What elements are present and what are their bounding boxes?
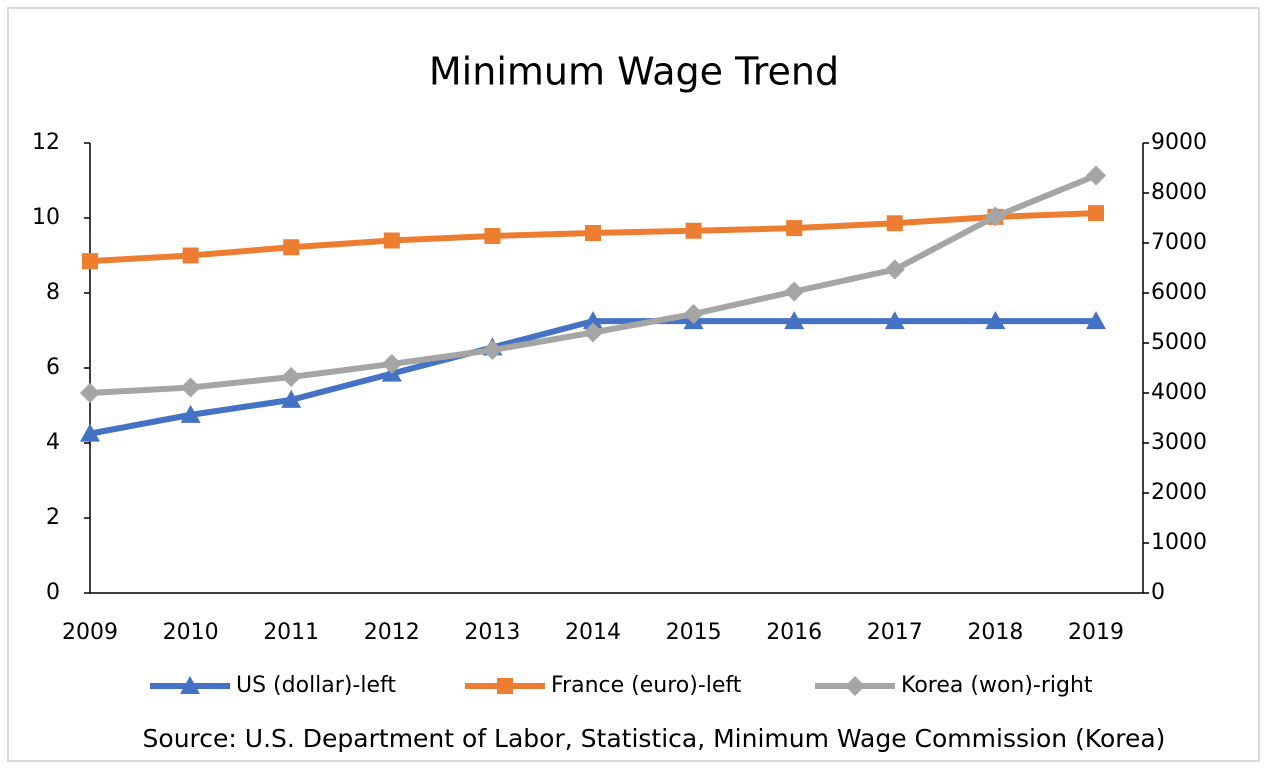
y2-tick-label: 0	[1151, 580, 1165, 605]
x-tick-label: 2015	[666, 620, 722, 645]
data-point	[583, 311, 603, 330]
data-point	[182, 247, 199, 264]
data-point	[383, 232, 400, 249]
x-tick-label: 2017	[867, 620, 923, 645]
data-point	[80, 423, 100, 442]
data-point	[1088, 205, 1104, 222]
data-point	[985, 311, 1006, 330]
x-tick-label: 2012	[364, 620, 420, 645]
x-tick-label: 2014	[565, 620, 621, 645]
data-point	[886, 215, 903, 232]
x-tick-label: 2019	[1068, 620, 1124, 645]
x-tick-label: 2010	[163, 620, 219, 645]
data-point	[1086, 311, 1106, 330]
y-tick-label: 12	[32, 130, 60, 155]
y2-tick-label: 6000	[1151, 280, 1207, 305]
data-point	[283, 239, 300, 256]
data-point	[82, 253, 98, 270]
data-point	[583, 322, 603, 343]
data-point	[784, 281, 805, 302]
data-point	[884, 259, 905, 280]
y-tick-label: 6	[46, 355, 60, 380]
y-tick-label: 4	[46, 430, 60, 455]
data-point	[484, 228, 501, 244]
data-point	[180, 377, 201, 398]
x-tick-label: 2009	[62, 620, 118, 645]
y2-tick-label: 2000	[1151, 480, 1207, 505]
data-point	[585, 225, 601, 241]
legend-label: Korea (won)-right	[901, 673, 1093, 698]
legend-label: France (euro)-left	[551, 673, 742, 698]
x-tick-label: 2018	[967, 620, 1023, 645]
data-point	[80, 383, 100, 403]
y-tick-label: 8	[46, 280, 60, 305]
data-point	[381, 354, 402, 374]
legend-marker	[497, 678, 513, 694]
x-tick-label: 2013	[464, 620, 520, 645]
data-point	[482, 340, 503, 360]
y2-tick-label: 4000	[1151, 380, 1207, 405]
data-point	[683, 304, 704, 324]
data-point	[281, 367, 302, 387]
data-point	[784, 311, 805, 330]
y2-tick-label: 8000	[1151, 180, 1207, 205]
y-tick-label: 10	[32, 205, 60, 230]
data-point	[180, 404, 201, 423]
data-point	[1086, 165, 1106, 186]
y2-tick-label: 7000	[1151, 230, 1207, 255]
y-tick-label: 2	[46, 505, 60, 530]
y2-tick-label: 3000	[1151, 430, 1207, 455]
data-point	[786, 220, 803, 237]
data-point	[281, 389, 302, 408]
y2-tick-label: 1000	[1151, 530, 1207, 555]
chart-title: Minimum Wage Trend	[429, 50, 839, 94]
x-tick-label: 2011	[263, 620, 319, 645]
x-tick-label: 2016	[766, 620, 822, 645]
data-point	[985, 206, 1006, 227]
y2-tick-label: 5000	[1151, 330, 1207, 355]
y-tick-label: 0	[46, 580, 60, 605]
legend-marker	[845, 676, 865, 696]
data-point	[884, 311, 905, 330]
data-point	[685, 222, 702, 239]
source-note: Source: U.S. Department of Labor, Statis…	[143, 724, 1166, 753]
legend-marker	[180, 676, 200, 694]
legend-label: US (dollar)-left	[236, 673, 396, 698]
y2-tick-label: 9000	[1151, 130, 1207, 155]
